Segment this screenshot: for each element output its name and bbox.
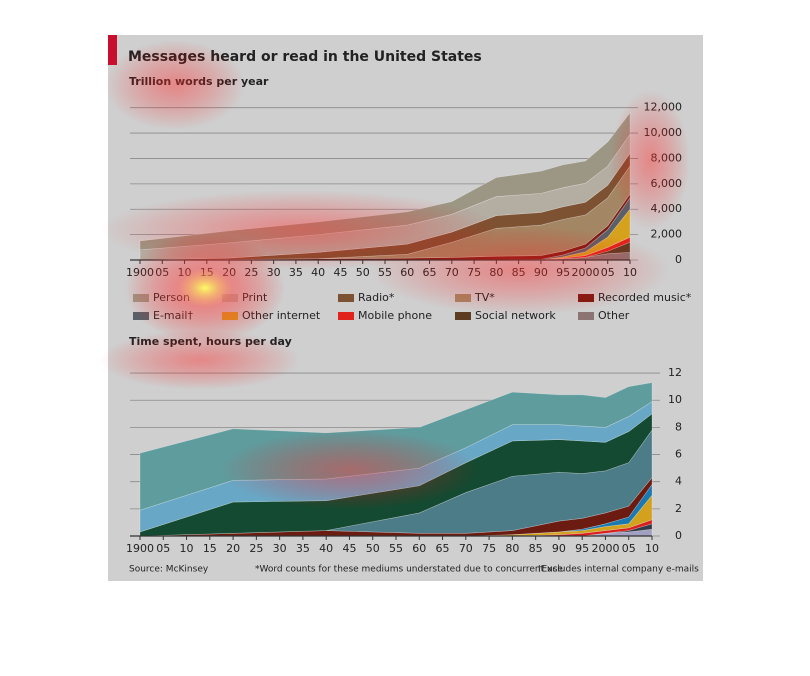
x-tick-label: 90	[534, 266, 548, 279]
y-tick-label: 4	[675, 475, 682, 488]
x-tick-label: 2000	[571, 266, 599, 279]
y-axis-title: Time spent, hours per day	[129, 335, 292, 348]
legend-swatch	[338, 312, 354, 320]
footnote: *Word counts for these mediums understat…	[255, 565, 563, 575]
legend-swatch	[578, 294, 594, 302]
legend-label: Recorded music*	[598, 291, 692, 304]
x-tick-label: 65	[436, 542, 450, 555]
x-tick-label: 85	[512, 266, 526, 279]
x-tick-label: 60	[400, 266, 414, 279]
legend-swatch	[133, 294, 149, 302]
legend-label: E-mail†	[153, 309, 193, 322]
legend-label: Print	[242, 291, 268, 304]
x-tick-label: 05	[155, 266, 169, 279]
x-tick-label: 20	[226, 542, 240, 555]
title: Messages heard or read in the United Sta…	[128, 49, 482, 65]
x-tick-label: 80	[489, 266, 503, 279]
y-tick-label: 2	[675, 502, 682, 515]
legend-label: TV*	[474, 291, 495, 304]
y-tick-label: 12,000	[644, 101, 683, 114]
x-tick-label: 10	[645, 542, 659, 555]
footnote: †Excludes internal company e-mails	[537, 565, 699, 575]
x-tick-label: 50	[356, 266, 370, 279]
legend-swatch	[222, 312, 238, 320]
source: Source: McKinsey	[129, 565, 209, 575]
x-tick-label: 1900	[126, 542, 154, 555]
legend-swatch	[222, 294, 238, 302]
y-tick-label: 0	[675, 529, 682, 542]
x-tick-label: 65	[423, 266, 437, 279]
x-tick-label: 05	[156, 542, 170, 555]
x-tick-label: 85	[529, 542, 543, 555]
x-tick-label: 50	[366, 542, 380, 555]
x-tick-label: 40	[311, 266, 325, 279]
y-tick-label: 10,000	[644, 126, 683, 139]
x-tick-label: 60	[412, 542, 426, 555]
x-tick-label: 90	[552, 542, 566, 555]
x-tick-label: 95	[556, 266, 570, 279]
x-tick-label: 45	[342, 542, 356, 555]
x-tick-label: 20	[222, 266, 236, 279]
legend-swatch	[133, 312, 149, 320]
legend-label: Mobile phone	[358, 309, 432, 322]
x-tick-label: 40	[319, 542, 333, 555]
legend-label: Social network	[475, 309, 556, 322]
x-tick-label: 05	[622, 542, 636, 555]
x-tick-label: 15	[203, 542, 217, 555]
x-tick-label: 75	[467, 266, 481, 279]
x-tick-label: 75	[482, 542, 496, 555]
legend-swatch	[455, 294, 471, 302]
legend-label: Other	[598, 309, 630, 322]
x-tick-label: 35	[296, 542, 310, 555]
x-tick-label: 30	[273, 542, 287, 555]
x-tick-label: 95	[575, 542, 589, 555]
x-tick-label: 55	[378, 266, 392, 279]
x-tick-label: 35	[289, 266, 303, 279]
y-tick-label: 0	[675, 253, 682, 266]
legend-swatch	[578, 312, 594, 320]
y-tick-label: 6,000	[651, 177, 683, 190]
x-tick-label: 30	[267, 266, 281, 279]
y-tick-label: 12	[668, 366, 682, 379]
y-tick-label: 4,000	[651, 202, 683, 215]
legend-label: Radio*	[358, 291, 395, 304]
y-tick-label: 6	[675, 448, 682, 461]
y-tick-label: 2,000	[651, 228, 683, 241]
x-tick-label: 15	[200, 266, 214, 279]
x-tick-label: 25	[244, 266, 258, 279]
y-tick-label: 8,000	[651, 151, 683, 164]
x-tick-label: 05	[601, 266, 615, 279]
legend-label: Other internet	[242, 309, 321, 322]
x-tick-label: 80	[505, 542, 519, 555]
legend-swatch	[338, 294, 354, 302]
legend-label: Person	[153, 291, 190, 304]
x-tick-label: 25	[249, 542, 263, 555]
x-tick-label: 70	[459, 542, 473, 555]
y-axis-title: Trillion words per year	[129, 75, 269, 88]
x-tick-label: 45	[333, 266, 347, 279]
x-tick-label: 10	[178, 266, 192, 279]
accent-bar	[108, 35, 117, 65]
x-tick-label: 1900	[126, 266, 154, 279]
x-tick-label: 10	[623, 266, 637, 279]
y-tick-label: 8	[675, 420, 682, 433]
x-tick-label: 70	[445, 266, 459, 279]
y-tick-label: 10	[668, 393, 682, 406]
x-tick-label: 10	[180, 542, 194, 555]
x-tick-label: 55	[389, 542, 403, 555]
x-tick-label: 2000	[591, 542, 619, 555]
legend-swatch	[455, 312, 471, 320]
